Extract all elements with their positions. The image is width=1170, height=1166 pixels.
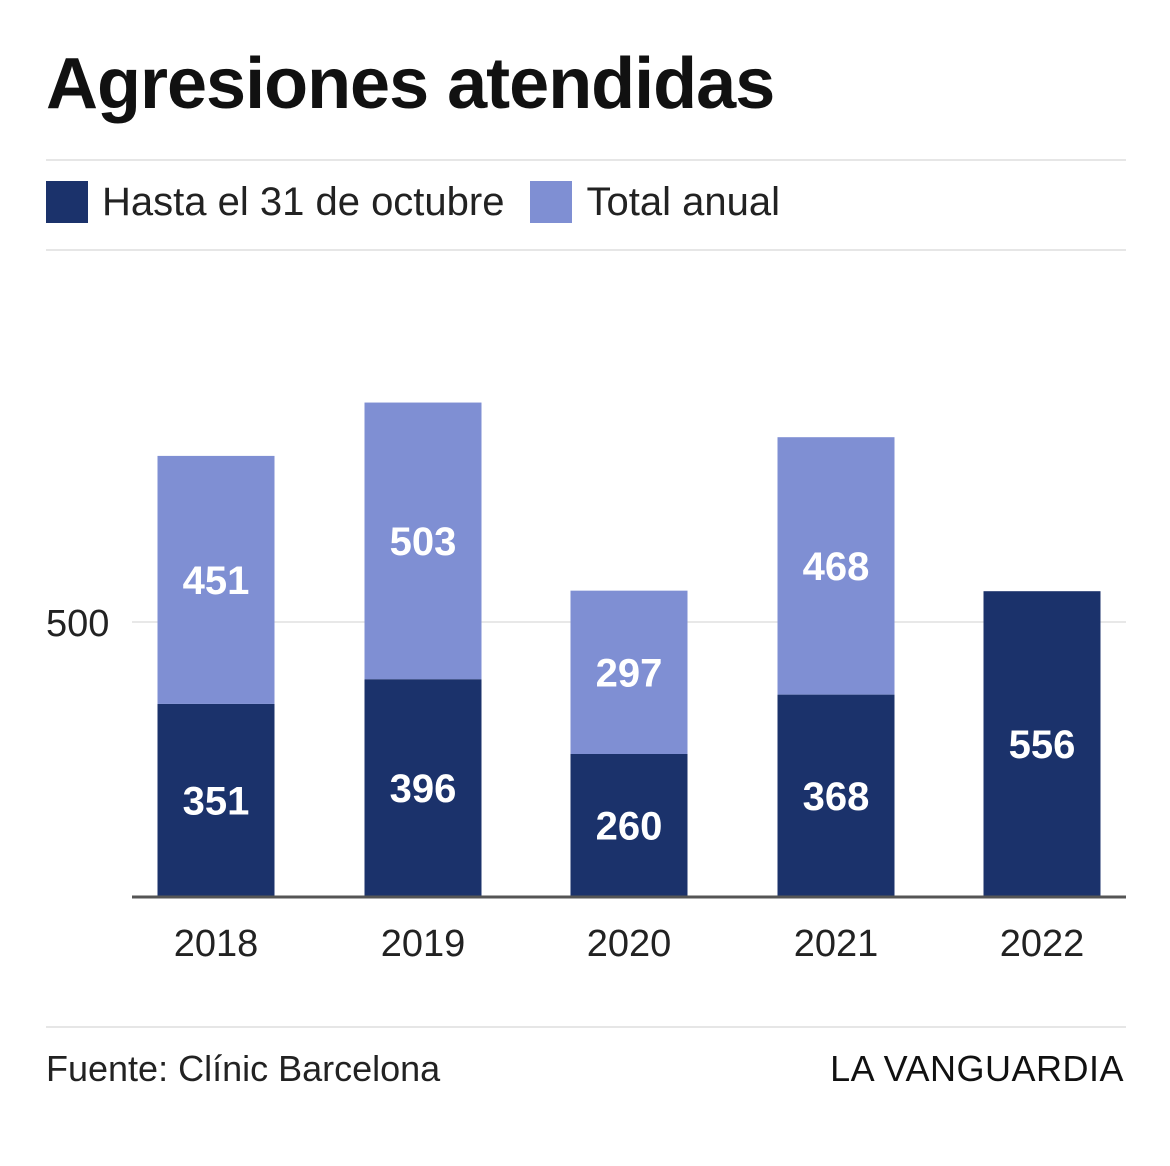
legend-divider [46,249,1126,251]
data-label-2019-hasta-el-31-de-octubre: 396 [390,767,457,811]
bar-chart: 500 351 451 2018 396 503 2019 260 297 2020 368 468 2… [46,402,1126,965]
x-tick-label-2018: 2018 [174,923,259,965]
chart-title: Agresiones atendidas [46,44,775,124]
bar-2019-hasta-el-31-de-octubre [364,679,482,897]
bar-2019-total-anual [364,402,482,680]
legend-label-total-anual: Total anual [586,180,780,224]
legend-item-total-anual: Total anual [530,176,780,228]
legend-item-hasta-octubre: Hasta el 31 de octubre [46,176,504,228]
brand-logo-text: LA VANGUARDIA [830,1048,1124,1089]
data-label-2019-total-anual: 503 [390,520,457,564]
legend-swatch-hasta-octubre [46,181,88,223]
data-label-2020-total-anual: 297 [596,651,663,695]
bar-2021-hasta-el-31-de-octubre [777,694,895,897]
bar-2021-total-anual [777,437,895,695]
data-label-2022-hasta-el-31-de-octubre: 556 [1009,723,1076,767]
x-tick-label-2021: 2021 [794,923,879,965]
bar-2018-total-anual [157,455,275,704]
data-label-2021-total-anual: 468 [803,545,870,589]
legend-swatch-total-anual [530,181,573,223]
x-tick-label-2019: 2019 [381,923,466,965]
top-divider [46,159,1126,161]
x-tick-label-2020: 2020 [587,923,672,965]
data-label-2018-total-anual: 451 [183,559,250,603]
bar-2020-total-anual [570,590,688,754]
data-label-2021-hasta-el-31-de-octubre: 368 [803,775,870,819]
x-tick-label-2022: 2022 [1000,923,1085,965]
data-label-2020-hasta-el-31-de-octubre: 260 [596,805,663,849]
legend-label-hasta-octubre: Hasta el 31 de octubre [102,180,505,224]
source-note: Fuente: Clínic Barcelona [46,1048,441,1089]
y-tick-label-500: 500 [46,603,109,645]
bottom-divider [46,1026,1126,1028]
legend: Hasta el 31 de octubre Total anual [46,176,780,228]
bar-2020-hasta-el-31-de-octubre [570,754,688,897]
bar-2018-hasta-el-31-de-octubre [157,703,275,897]
bar-2022-hasta-el-31-de-octubre [983,591,1101,897]
data-label-2018-hasta-el-31-de-octubre: 351 [183,779,250,823]
